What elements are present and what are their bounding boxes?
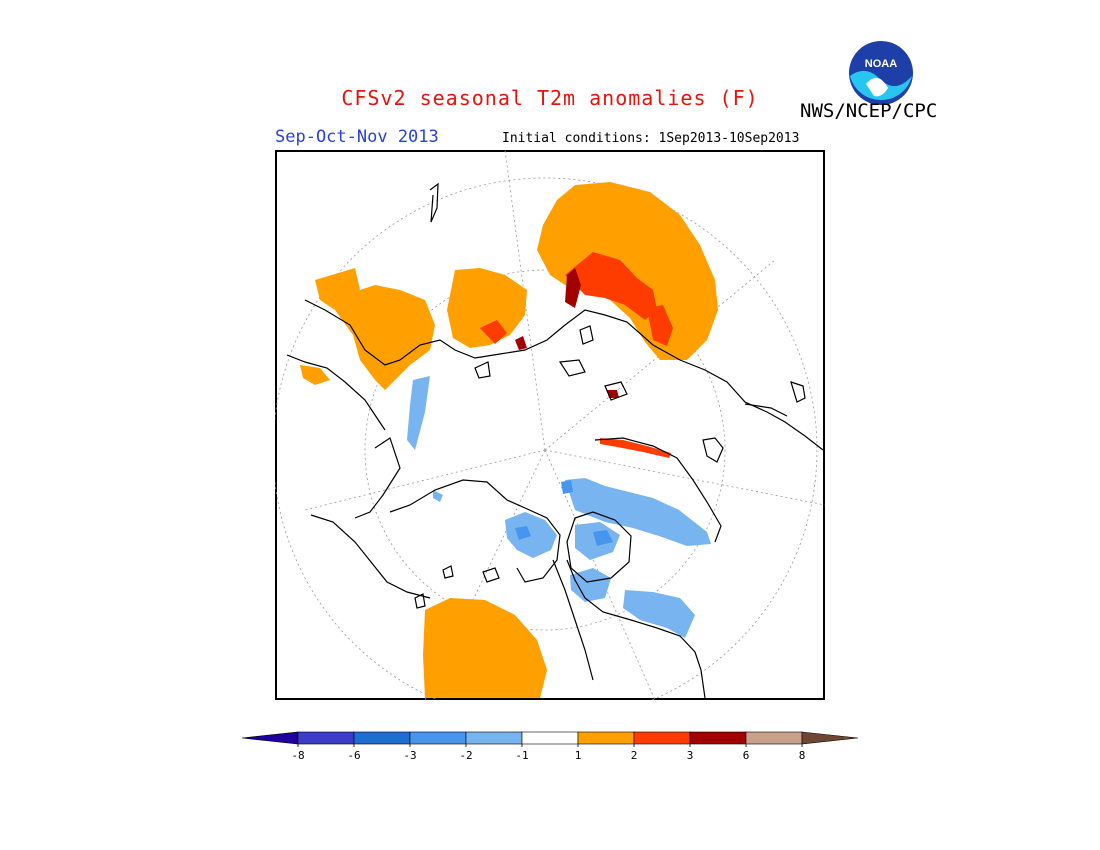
colorbar-swatch — [297, 731, 355, 745]
colorbar-swatch — [577, 731, 635, 745]
colorbar-swatch — [353, 731, 411, 745]
colorbar-tick-label: 2 — [631, 749, 638, 762]
colorbar-tick-label: -6 — [347, 749, 360, 762]
colorbar-swatch — [633, 731, 691, 745]
colorbar: -8 -6 -3 -2 -1 1 2 3 6 8 — [241, 731, 859, 762]
agency-label: NWS/NCEP/CPC — [800, 100, 938, 122]
noaa-logo-icon: NOAA — [849, 41, 913, 105]
colorbar-arrow-right — [801, 731, 859, 745]
colorbar-swatch — [521, 731, 579, 745]
logo-text: NOAA — [865, 58, 897, 70]
colorbar-swatch — [689, 731, 747, 745]
colorbar-swatch — [465, 731, 523, 745]
colorbar-tick-label: 3 — [687, 749, 694, 762]
anomaly-cold-3-2 — [515, 480, 613, 546]
colorbar-arrow-left — [241, 731, 299, 745]
colorbar-tick-label: 8 — [799, 749, 806, 762]
colorbar-tick-label: 1 — [575, 749, 582, 762]
colorbar-tick-label: -1 — [515, 749, 528, 762]
colorbar-swatch — [409, 731, 467, 745]
anomaly-warm-2-3 — [480, 252, 673, 458]
colorbar-tick-label: -8 — [291, 749, 304, 762]
initial-conditions-label: Initial conditions: 1Sep2013-10Sep2013 — [502, 131, 800, 146]
colorbar-tick-label: -2 — [459, 749, 472, 762]
colorbar-tick-label: 6 — [743, 749, 750, 762]
colorbar-swatch — [745, 731, 803, 745]
page-title: CFSv2 seasonal T2m anomalies (F) — [341, 86, 759, 110]
map-frame — [275, 150, 825, 700]
land-outlines — [286, 182, 824, 699]
anomaly-warm-1-2 — [300, 182, 718, 698]
anomaly-map — [275, 150, 825, 700]
anomaly-warm-3-6 — [515, 268, 619, 398]
season-label: Sep-Oct-Nov 2013 — [275, 127, 439, 147]
colorbar-tick-label: -3 — [403, 749, 416, 762]
